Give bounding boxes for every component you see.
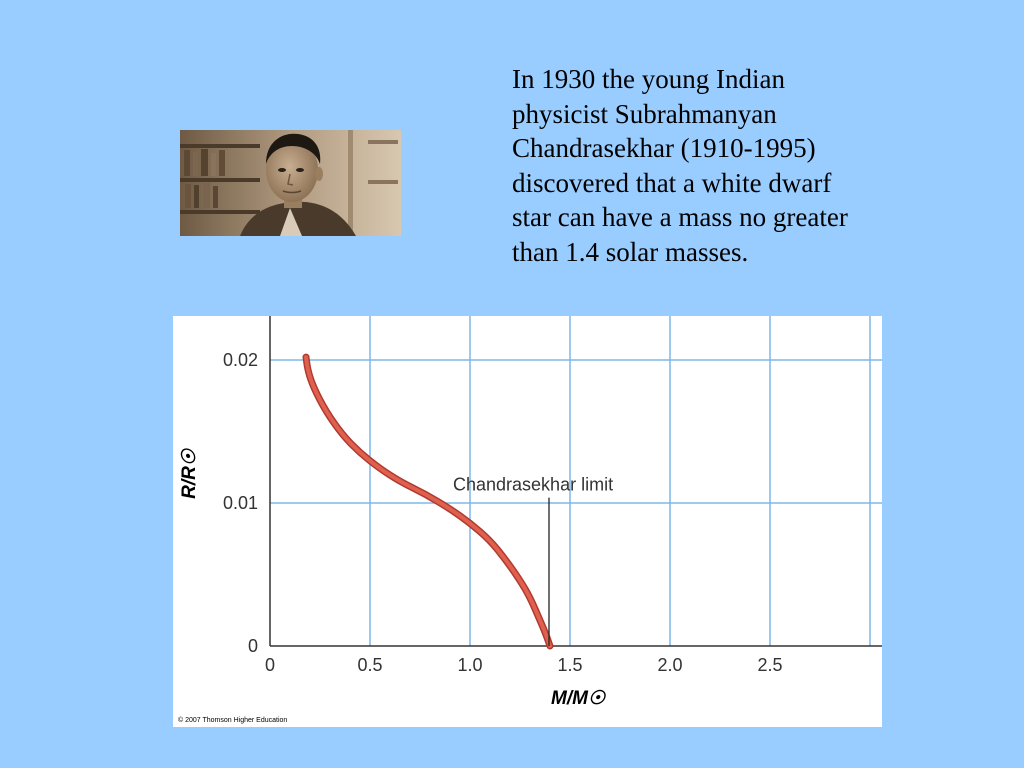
chart-svg: 0 0.5 1.0 1.5 2.0 2.5 0 0.01 0.02 Chandrasekhar … [179,316,882,709]
annotation-label: Chandrasekhar limit [453,475,613,495]
x-tick-label: 2.0 [657,655,682,675]
x-tick-label: 0 [265,655,275,675]
x-tick-label: 1.5 [557,655,582,675]
text-line: star can have a mass no greater [512,202,848,232]
copyright-credit: © 2007 Thomson Higher Education [178,717,288,724]
grid-lines [270,316,882,646]
portrait-photo [180,130,401,236]
axes [269,316,882,647]
text-line: discovered that a white dwarf [512,167,832,198]
tick-labels: 0 0.5 1.0 1.5 2.0 2.5 0 0.01 0.02 [223,350,783,675]
slide-text: In 1930 the young Indian physicist Subra… [512,62,952,269]
text-line: In 1930 the young Indian [512,64,785,94]
text-line: than 1.4 solar masses. [512,236,749,267]
x-tick-label: 1.0 [457,655,482,675]
text-line: Chandrasekhar (1910-1995) [512,133,816,163]
annotations: Chandrasekhar limit [453,475,613,646]
chart-panel: 0 0.5 1.0 1.5 2.0 2.5 0 0.01 0.02 Chandrasekhar … [173,316,882,727]
portrait-photo-icon [180,130,401,236]
series-line-outline [302,353,554,650]
text-line: physicist Subrahmanyan [512,98,777,129]
y-axis-label: R/R☉ [179,447,200,499]
y-tick-label: 0.01 [223,493,258,513]
series-line [304,355,552,648]
x-axis-label: M/M☉ [551,688,607,709]
x-tick-label: 0.5 [357,655,382,675]
y-tick-label: 0.02 [223,350,258,370]
y-tick-label: 0 [248,636,258,656]
series-group [302,353,554,650]
x-tick-label: 2.5 [757,655,782,675]
